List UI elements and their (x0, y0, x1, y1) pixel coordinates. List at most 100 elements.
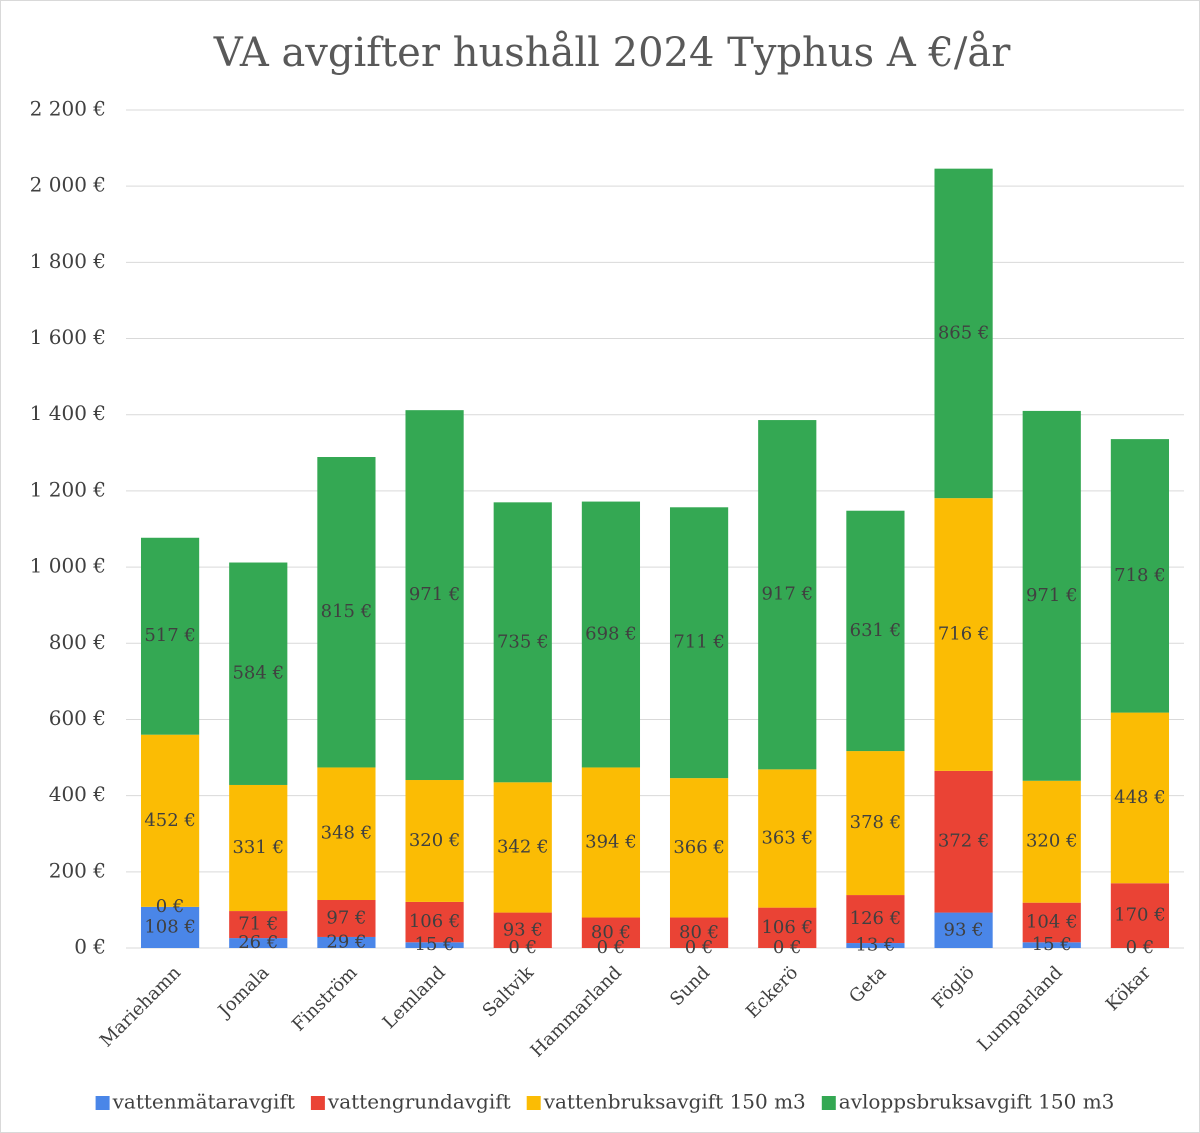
bar-segment (229, 784, 288, 912)
legend: vattenmätaravgift vattengrundavgift vatten… (95, 1090, 1115, 1114)
y-tick-label: 1 800 € (30, 249, 106, 273)
data-label: 698 € (585, 624, 637, 645)
y-tick-label: 1 600 € (30, 325, 106, 349)
data-label: 0 € (508, 937, 537, 958)
data-label: 29 € (326, 931, 366, 952)
y-tick-label: 2 000 € (30, 173, 106, 197)
data-label: 320 € (409, 830, 461, 851)
data-label: 15 € (415, 934, 455, 955)
data-label: 106 € (761, 917, 813, 938)
bar-segment (934, 912, 993, 948)
legend-label: vattengrundavgift (327, 1090, 511, 1114)
bar-segment (1022, 780, 1081, 903)
bar-segment (934, 770, 993, 913)
data-label: 15 € (1032, 934, 1072, 955)
y-tick-label: 0 € (74, 935, 106, 959)
data-label: 0 € (685, 937, 714, 958)
legend-swatch (526, 1096, 541, 1110)
bar-segment (405, 780, 464, 902)
data-label: 348 € (321, 823, 373, 844)
bar-segment (846, 510, 905, 752)
data-label: 106 € (409, 911, 461, 932)
bar-segment (1022, 902, 1081, 943)
bar-segment (581, 917, 641, 948)
data-label: 13 € (855, 935, 895, 956)
data-label: 971 € (1026, 585, 1078, 606)
data-label: 80 € (679, 922, 719, 943)
bar-segment (493, 502, 552, 783)
data-label: 0 € (156, 896, 185, 917)
bar-segment (140, 734, 200, 907)
data-label: 735 € (497, 631, 549, 652)
bar-segment (493, 782, 552, 913)
bar-segment (317, 936, 376, 948)
y-tick-label: 200 € (49, 858, 106, 882)
bar-segment (1110, 712, 1170, 884)
bar-segment (493, 912, 552, 948)
bar-segment (581, 767, 641, 918)
data-label: 342 € (497, 836, 549, 857)
legend-label: vattenmätaravgift (112, 1090, 295, 1114)
bar-segment (846, 751, 905, 896)
bar-segment (669, 507, 729, 779)
legend-swatch (821, 1096, 836, 1110)
bar-segment (405, 942, 464, 948)
data-label: 394 € (585, 831, 637, 852)
y-tick-label: 800 € (49, 630, 106, 654)
bar-segment (140, 537, 200, 735)
y-tick-label: 1 400 € (30, 401, 106, 425)
bar-segment (317, 457, 376, 768)
bar-segment (1022, 410, 1081, 781)
y-tick-label: 2 200 € (30, 97, 106, 121)
bar-segment (229, 562, 288, 785)
data-label: 97 € (326, 907, 366, 928)
chart-title: VA avgifter hushåll 2024 Typhus A €/år (213, 30, 1012, 76)
y-tick-label: 600 € (49, 706, 106, 730)
data-label: 631 € (850, 620, 902, 641)
data-label: 865 € (938, 322, 990, 343)
bar-segment (846, 895, 905, 944)
y-tick-label: 1 000 € (30, 554, 106, 578)
data-label: 93 € (503, 919, 543, 940)
data-label: 584 € (232, 663, 284, 684)
bar-segment (934, 168, 993, 499)
data-label: 718 € (1114, 565, 1166, 586)
data-label: 0 € (1126, 937, 1155, 958)
data-label: 711 € (673, 632, 725, 653)
bar-segment (581, 501, 641, 768)
data-label: 93 € (944, 919, 984, 940)
data-label: 126 € (850, 908, 902, 929)
legend-swatch (310, 1096, 325, 1110)
data-label: 331 € (232, 837, 284, 858)
bar-segment (229, 911, 288, 939)
bar-segment (669, 917, 729, 948)
legend-label: vattenbruksavgift 150 m3 (543, 1090, 806, 1114)
data-label: 26 € (238, 932, 278, 953)
data-label: 366 € (673, 837, 725, 858)
y-tick-label: 1 200 € (30, 477, 106, 501)
data-label: 0 € (597, 937, 626, 958)
bar-segment (405, 410, 464, 781)
y-tick-label: 400 € (49, 782, 106, 806)
data-label: 320 € (1026, 831, 1078, 852)
data-label: 108 € (144, 916, 196, 937)
bar-segment (669, 778, 729, 918)
data-label: 71 € (238, 914, 278, 935)
data-label: 80 € (591, 922, 631, 943)
data-label: 917 € (761, 584, 813, 605)
bar-segment (934, 498, 993, 771)
bar-segment (758, 907, 817, 948)
data-label: 363 € (761, 827, 813, 848)
bar-segment (1110, 883, 1170, 948)
data-label: 716 € (938, 624, 990, 645)
data-label: 815 € (321, 601, 373, 622)
bar-segment (758, 420, 817, 770)
legend-label: avloppsbruksavgift 150 m3 (839, 1090, 1115, 1114)
data-label: 448 € (1114, 787, 1166, 808)
data-label: 0 € (773, 937, 802, 958)
bar-segment (758, 769, 817, 908)
bar-segment (317, 900, 376, 937)
bar-segment (846, 943, 905, 948)
bar-segment (140, 906, 200, 948)
